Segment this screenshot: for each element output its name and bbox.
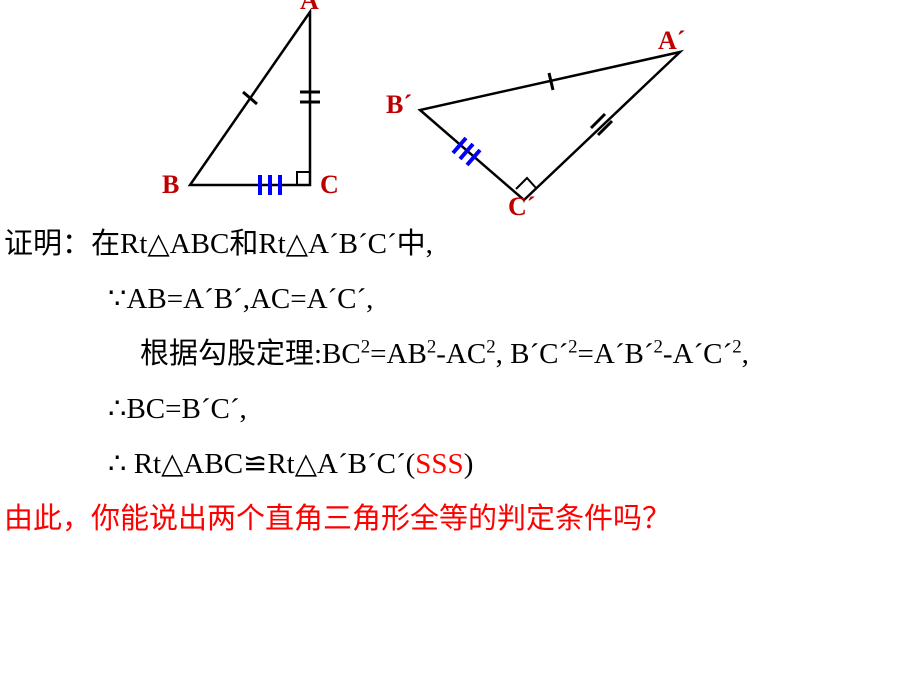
- proof-line-4: ∴BC=B´C´,: [0, 395, 920, 424]
- l3f: -A´C´: [663, 338, 732, 370]
- proof-label: 证明：: [4, 228, 91, 260]
- vertex-c-label: C: [320, 170, 339, 200]
- proof-line-6-text: 由此，你能说出两个直角三角形全等的判定条件吗？: [4, 503, 671, 535]
- l3c: -AC: [436, 338, 486, 370]
- proof-line-6: 由此，你能说出两个直角三角形全等的判定条件吗？: [0, 505, 920, 534]
- sup: 2: [568, 336, 577, 357]
- vertex-a-prime-label: A´: [658, 26, 685, 56]
- proof-line-1: 证明：在Rt△ABC和Rt△A´B´C´中,: [0, 230, 920, 259]
- diagram-area: A B C A´ B´ C´: [0, 0, 920, 220]
- proof-line-4-text: ∴BC=B´C´,: [108, 393, 247, 425]
- proof-text: 证明：在Rt△ABC和Rt△A´B´C´中, ∵AB=A´B´,AC=A´C´,…: [0, 220, 920, 534]
- l3a: 根据勾股定理:BC: [140, 338, 361, 370]
- tick-ab-prime-single: [549, 73, 553, 90]
- vertex-b-prime-label: B´: [386, 90, 412, 120]
- vertex-a-label: A: [300, 0, 319, 16]
- l5c: ): [464, 448, 474, 480]
- vertex-b-label: B: [162, 170, 179, 200]
- proof-line-3: 根据勾股定理:BC2=AB2-AC2, B´C´2=A´B´2-A´C´2,: [0, 340, 920, 369]
- proof-line-1b: 在Rt△ABC和Rt△A´B´C´中,: [91, 228, 433, 260]
- l3e: =A´B´: [578, 338, 654, 370]
- sup: 2: [732, 336, 741, 357]
- sup: 2: [486, 336, 495, 357]
- sup: 2: [654, 336, 663, 357]
- l3d: , B´C´: [496, 338, 569, 370]
- sup: 2: [361, 336, 370, 357]
- tick-ab-single: [243, 92, 257, 104]
- proof-line-2: ∵AB=A´B´,AC=A´C´,: [0, 285, 920, 314]
- vertex-c-prime-label: C´: [508, 192, 535, 222]
- proof-line-2-text: ∵AB=A´B´,AC=A´C´,: [108, 283, 373, 315]
- sup: 2: [427, 336, 436, 357]
- l3b: =AB: [370, 338, 427, 370]
- l3g: ,: [742, 338, 749, 370]
- proof-line-5: ∴ Rt△ABC≌Rt△A´B´C´(SSS): [0, 450, 920, 479]
- triangles-svg: [0, 0, 920, 220]
- l5a: ∴ Rt△ABC≌Rt△A´B´C´(: [108, 448, 415, 480]
- triangle-abc-prime: [420, 52, 680, 200]
- triangle-abc: [190, 12, 320, 195]
- l5b-sss: SSS: [415, 448, 463, 480]
